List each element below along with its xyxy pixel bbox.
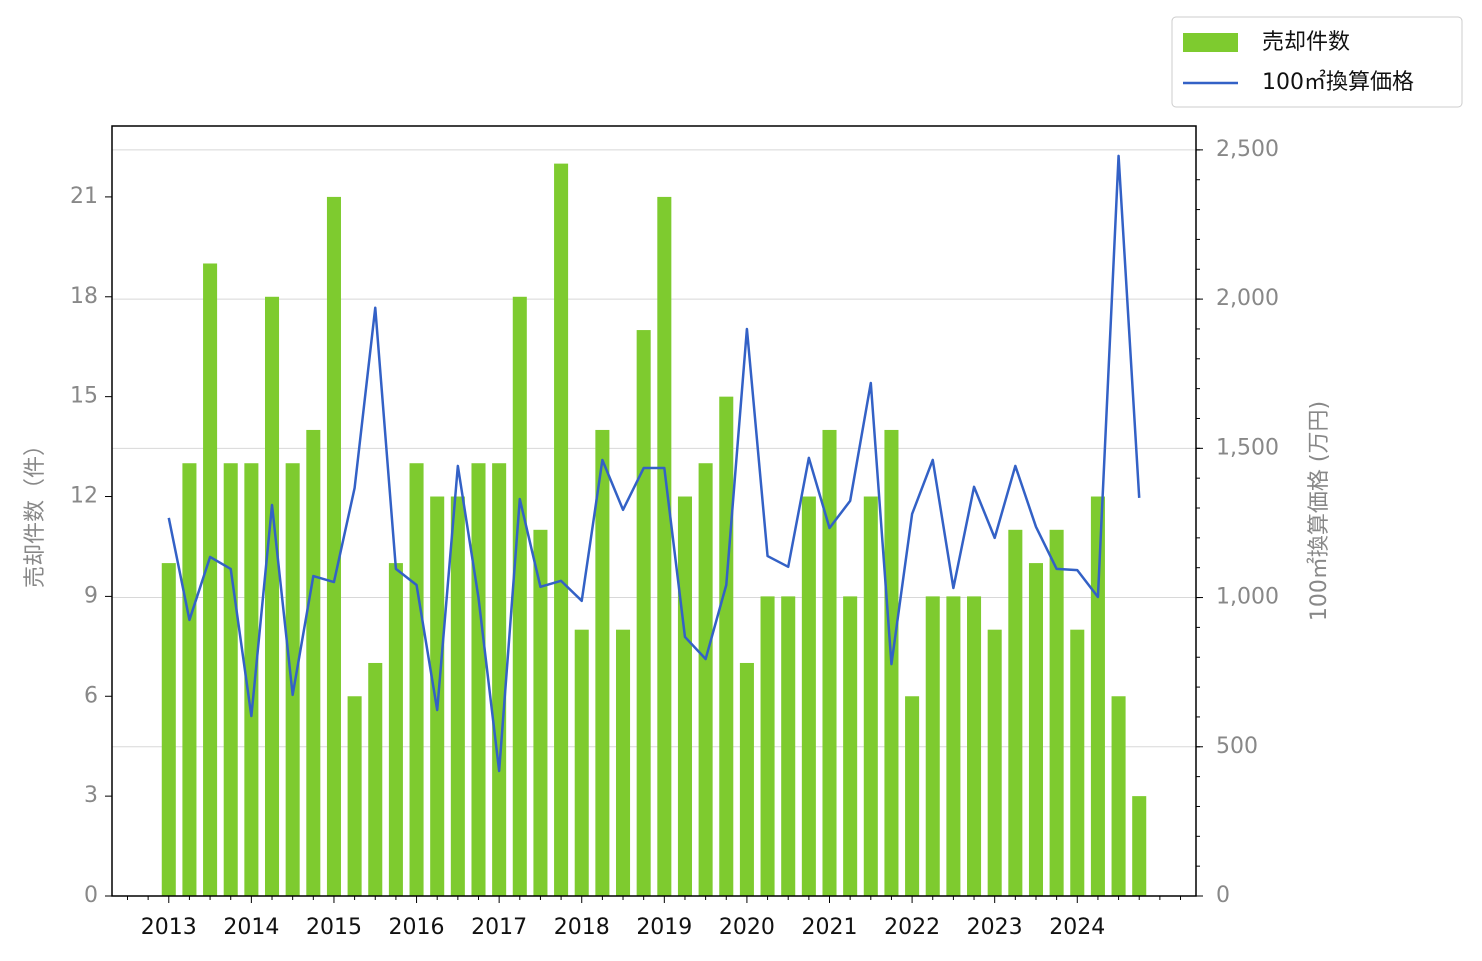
x-tick-label: 2022 xyxy=(884,915,940,940)
bar xyxy=(203,263,218,896)
bar xyxy=(161,563,176,896)
y-tick-label: 21 xyxy=(70,184,98,209)
x-tick-label: 2016 xyxy=(389,915,445,940)
bar xyxy=(574,629,589,896)
y-axis-label: 売却件数（件） xyxy=(23,434,48,588)
x-tick-label: 2019 xyxy=(636,915,692,940)
y-tick-label: 18 xyxy=(70,284,98,309)
bar xyxy=(822,429,837,896)
bar xyxy=(533,529,548,896)
bar xyxy=(1049,529,1064,896)
y-tick-label: 6 xyxy=(84,683,98,708)
bar xyxy=(492,463,507,896)
y-tick-label: 9 xyxy=(84,583,98,608)
bar xyxy=(946,596,961,896)
x-tick-label: 2017 xyxy=(471,915,527,940)
legend-swatch xyxy=(1183,33,1238,52)
y2-axis-label: 100㎡換算価格 (万円) xyxy=(1306,401,1332,621)
bar xyxy=(1028,563,1044,896)
bar xyxy=(223,463,238,896)
y-tick-label: 0 xyxy=(84,883,98,908)
bar xyxy=(471,463,486,896)
bar xyxy=(1070,629,1085,896)
legend-label: 100㎡換算価格 xyxy=(1262,69,1414,95)
price-line xyxy=(167,154,1141,773)
bar xyxy=(967,596,982,896)
y2-tick-label: 0 xyxy=(1216,883,1230,908)
bar xyxy=(1132,796,1147,896)
bar xyxy=(905,696,920,896)
legend-box xyxy=(1171,16,1463,108)
bar xyxy=(285,463,300,896)
bar xyxy=(409,463,424,896)
bar xyxy=(326,196,341,897)
y2-tick-label: 1,000 xyxy=(1216,585,1279,610)
bar xyxy=(760,596,775,896)
y-tick-label: 15 xyxy=(70,384,98,409)
x-tick-label: 2021 xyxy=(802,915,858,940)
y2-tick-label: 2,500 xyxy=(1216,137,1279,162)
bar xyxy=(388,563,403,896)
bar xyxy=(657,196,672,897)
legend-label: 売却件数 xyxy=(1262,30,1350,55)
bar xyxy=(1111,696,1126,896)
bar xyxy=(719,396,734,896)
bar xyxy=(616,629,631,896)
bar xyxy=(863,496,878,896)
bar xyxy=(512,296,527,896)
bar xyxy=(182,463,197,896)
bar xyxy=(987,629,1002,896)
bar xyxy=(739,662,754,896)
x-tick-label: 2015 xyxy=(306,915,362,940)
bar xyxy=(244,463,259,896)
x-tick-label: 2014 xyxy=(223,915,279,940)
bar xyxy=(1090,496,1105,896)
bar xyxy=(347,696,362,896)
bar xyxy=(925,596,940,896)
y-tick-label: 12 xyxy=(70,484,98,509)
x-tick-label: 2013 xyxy=(141,915,197,940)
bar xyxy=(677,496,692,896)
bar xyxy=(368,662,383,896)
bar xyxy=(843,596,858,896)
bar xyxy=(595,429,610,896)
x-tick-label: 2018 xyxy=(554,915,610,940)
x-tick-label: 2024 xyxy=(1049,915,1105,940)
y2-tick-label: 2,000 xyxy=(1216,286,1279,311)
y2-tick-label: 1,500 xyxy=(1216,435,1279,460)
x-tick-label: 2023 xyxy=(967,915,1023,940)
plot-frame xyxy=(111,125,1197,897)
bar xyxy=(801,496,816,896)
bar xyxy=(636,330,651,896)
bar xyxy=(1008,529,1023,896)
x-tick-label: 2020 xyxy=(719,915,775,940)
bar xyxy=(781,596,796,896)
bar xyxy=(450,496,465,896)
y-tick-label: 3 xyxy=(84,783,98,808)
bar xyxy=(306,429,321,896)
bar xyxy=(698,463,713,896)
y2-tick-label: 500 xyxy=(1216,734,1258,759)
bar xyxy=(264,296,280,896)
bar xyxy=(554,163,569,897)
